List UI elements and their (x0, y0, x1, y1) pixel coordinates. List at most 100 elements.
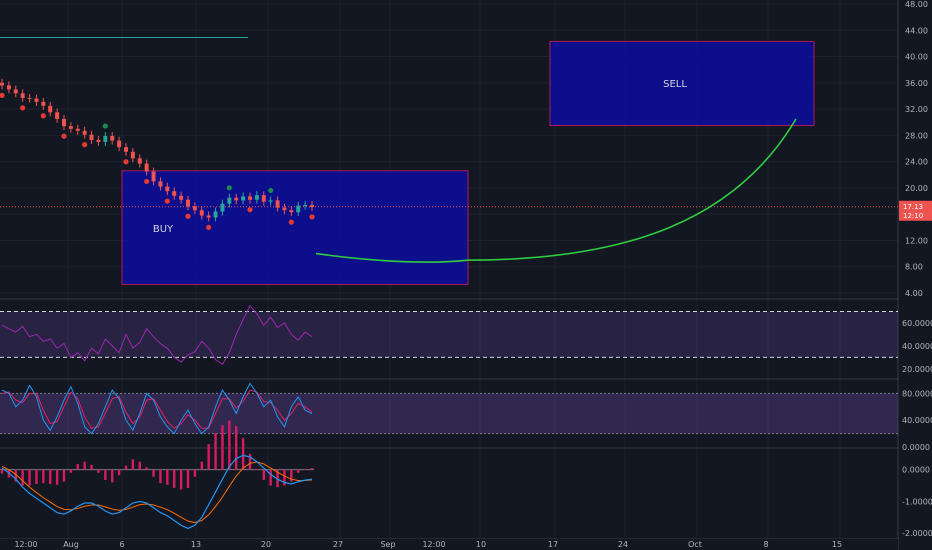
macd-histogram-bar (248, 453, 252, 470)
macd-histogram-bar (166, 469, 169, 485)
candle (172, 191, 177, 196)
sell-signal-marker (20, 105, 26, 111)
rsi-tick-label: 40.0000 (902, 342, 932, 351)
macd-histogram-bar (97, 469, 100, 473)
buy-signal-marker (226, 185, 232, 191)
candle (117, 140, 122, 148)
time-tick-label: 12:00 (422, 540, 445, 549)
candle (158, 181, 163, 187)
time-tick-label: 17 (548, 540, 558, 549)
macd-histogram-bar (283, 469, 286, 486)
price-scale-background (899, 0, 932, 550)
macd-signal-line (1, 461, 313, 523)
candle (227, 197, 232, 204)
candle (75, 128, 80, 131)
macd-histogram-bar (193, 469, 197, 477)
rsi-tick-label: 20.0000 (902, 365, 932, 374)
macd-histogram-bar (303, 468, 307, 470)
macd-histogram-bar (49, 469, 52, 484)
candle (27, 97, 32, 99)
sell-signal-marker (247, 207, 253, 213)
zone-layer: BUY SELL (121, 40, 815, 285)
macd-histogram-bar (117, 469, 121, 476)
candle (213, 211, 218, 218)
macd-histogram-bar (159, 469, 162, 484)
macd-histogram-bar (214, 433, 217, 470)
macd-histogram-bar (124, 465, 128, 470)
rsi-pane (0, 304, 898, 365)
sell-signal-marker (185, 213, 191, 219)
macd-histogram-bar (186, 469, 190, 488)
candle (62, 118, 66, 127)
time-scale-background (0, 539, 898, 550)
macd-histogram-bar (0, 469, 4, 474)
macd-histogram-bar (221, 425, 224, 470)
candle (110, 136, 115, 141)
candle (254, 195, 259, 200)
candle (34, 98, 39, 102)
sell-signal-marker (61, 133, 67, 139)
candle (234, 197, 239, 201)
candle (20, 93, 25, 98)
macd-histogram-bar (276, 469, 279, 488)
macd-histogram-bar (14, 469, 17, 482)
macd-histogram-bar (241, 437, 245, 470)
time-tick-label: 24 (618, 540, 628, 549)
candle (96, 139, 101, 142)
macd-histogram-bar (297, 469, 300, 473)
macd-histogram-bar (152, 469, 155, 477)
candle (130, 151, 135, 159)
time-tick-label: 13 (191, 540, 201, 549)
candle (165, 186, 170, 192)
price-tick-label: 24.00 (905, 158, 928, 167)
candle (268, 200, 273, 202)
rsi-band (0, 311, 898, 358)
candle (41, 101, 46, 106)
sell-signal-marker (123, 159, 129, 165)
macd-histogram-bar (228, 420, 231, 470)
macd-histogram-bar (104, 469, 107, 480)
sell-signal-marker (164, 198, 170, 204)
candle (248, 196, 252, 200)
sell-signal-marker (288, 219, 294, 225)
time-tick-label: 6 (119, 540, 124, 549)
macd-histogram-bar (207, 444, 210, 470)
candle (261, 195, 266, 202)
buy-signal-marker (268, 187, 274, 194)
candle (220, 203, 225, 212)
candle (13, 89, 18, 94)
price-tick-label: 44.00 (905, 26, 928, 35)
time-tick-label: Aug (63, 540, 79, 549)
candle (6, 85, 11, 90)
macd-tick-label: 0.0000 (902, 466, 930, 475)
macd-tick-label: -1.0000 (902, 497, 932, 506)
macd-line (1, 454, 313, 530)
macd-histogram-bar (173, 469, 176, 488)
time-tick-label: Sep (380, 540, 395, 549)
candle (137, 158, 142, 164)
sell-signal-marker (40, 113, 46, 119)
macd-histogram-bar (69, 469, 73, 473)
macd-histogram-bar (179, 469, 183, 490)
zone-sell (549, 40, 815, 127)
candle (55, 112, 60, 119)
time-tick-label: 12:00 (14, 540, 37, 549)
price-tick-label: 28.00 (905, 131, 928, 140)
price-tick-label: 20.00 (905, 184, 928, 193)
price-tick-label: 12.00 (905, 236, 928, 245)
macd-histogram-bar (111, 469, 114, 483)
candle (275, 200, 280, 208)
candle (241, 196, 246, 201)
time-tick-label: 8 (763, 540, 768, 549)
candle (144, 163, 149, 172)
stoch-tick-label: 0.0000 (902, 443, 930, 452)
candle (282, 207, 287, 211)
candle (199, 210, 204, 216)
price-tick-label: 32.00 (905, 105, 928, 114)
time-tick-label: Oct (688, 540, 702, 549)
macd-histogram-bar (290, 469, 293, 482)
sell-signal-marker (206, 224, 212, 231)
stoch-tick-label: 40.0000 (902, 416, 932, 425)
candle (82, 130, 87, 135)
